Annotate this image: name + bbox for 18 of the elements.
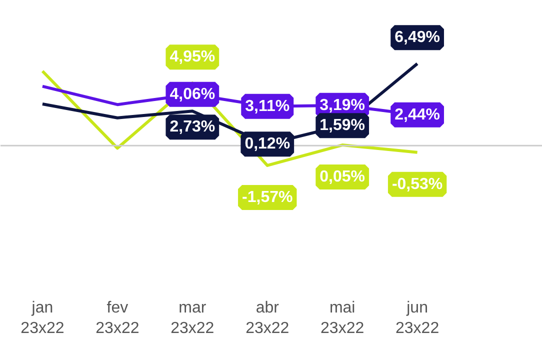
data-label: 4,95% [170, 48, 216, 66]
data-label: -0,53% [392, 176, 443, 193]
x-tick-label: fev 23x22 [96, 300, 140, 337]
data-label: 1,59% [320, 117, 366, 134]
data-label: 0,12% [244, 136, 290, 153]
data-label: 6,49% [394, 29, 440, 46]
data-label: 2,73% [170, 118, 216, 136]
data-label: 0,05% [320, 168, 366, 186]
x-tick-label: jan 23x22 [20, 300, 64, 337]
x-tick-label: mai 23x22 [320, 300, 364, 337]
data-label: 3,11% [245, 98, 290, 115]
data-label: -1,57% [242, 188, 293, 206]
data-label: 4,06% [170, 86, 216, 103]
x-tick-label: jun 23x22 [396, 300, 440, 337]
data-label: 3,19% [320, 96, 366, 114]
x-tick-label: mar 23x22 [170, 300, 214, 337]
x-tick-label: abr 23x22 [246, 300, 290, 337]
data-label: 2,44% [394, 106, 440, 124]
